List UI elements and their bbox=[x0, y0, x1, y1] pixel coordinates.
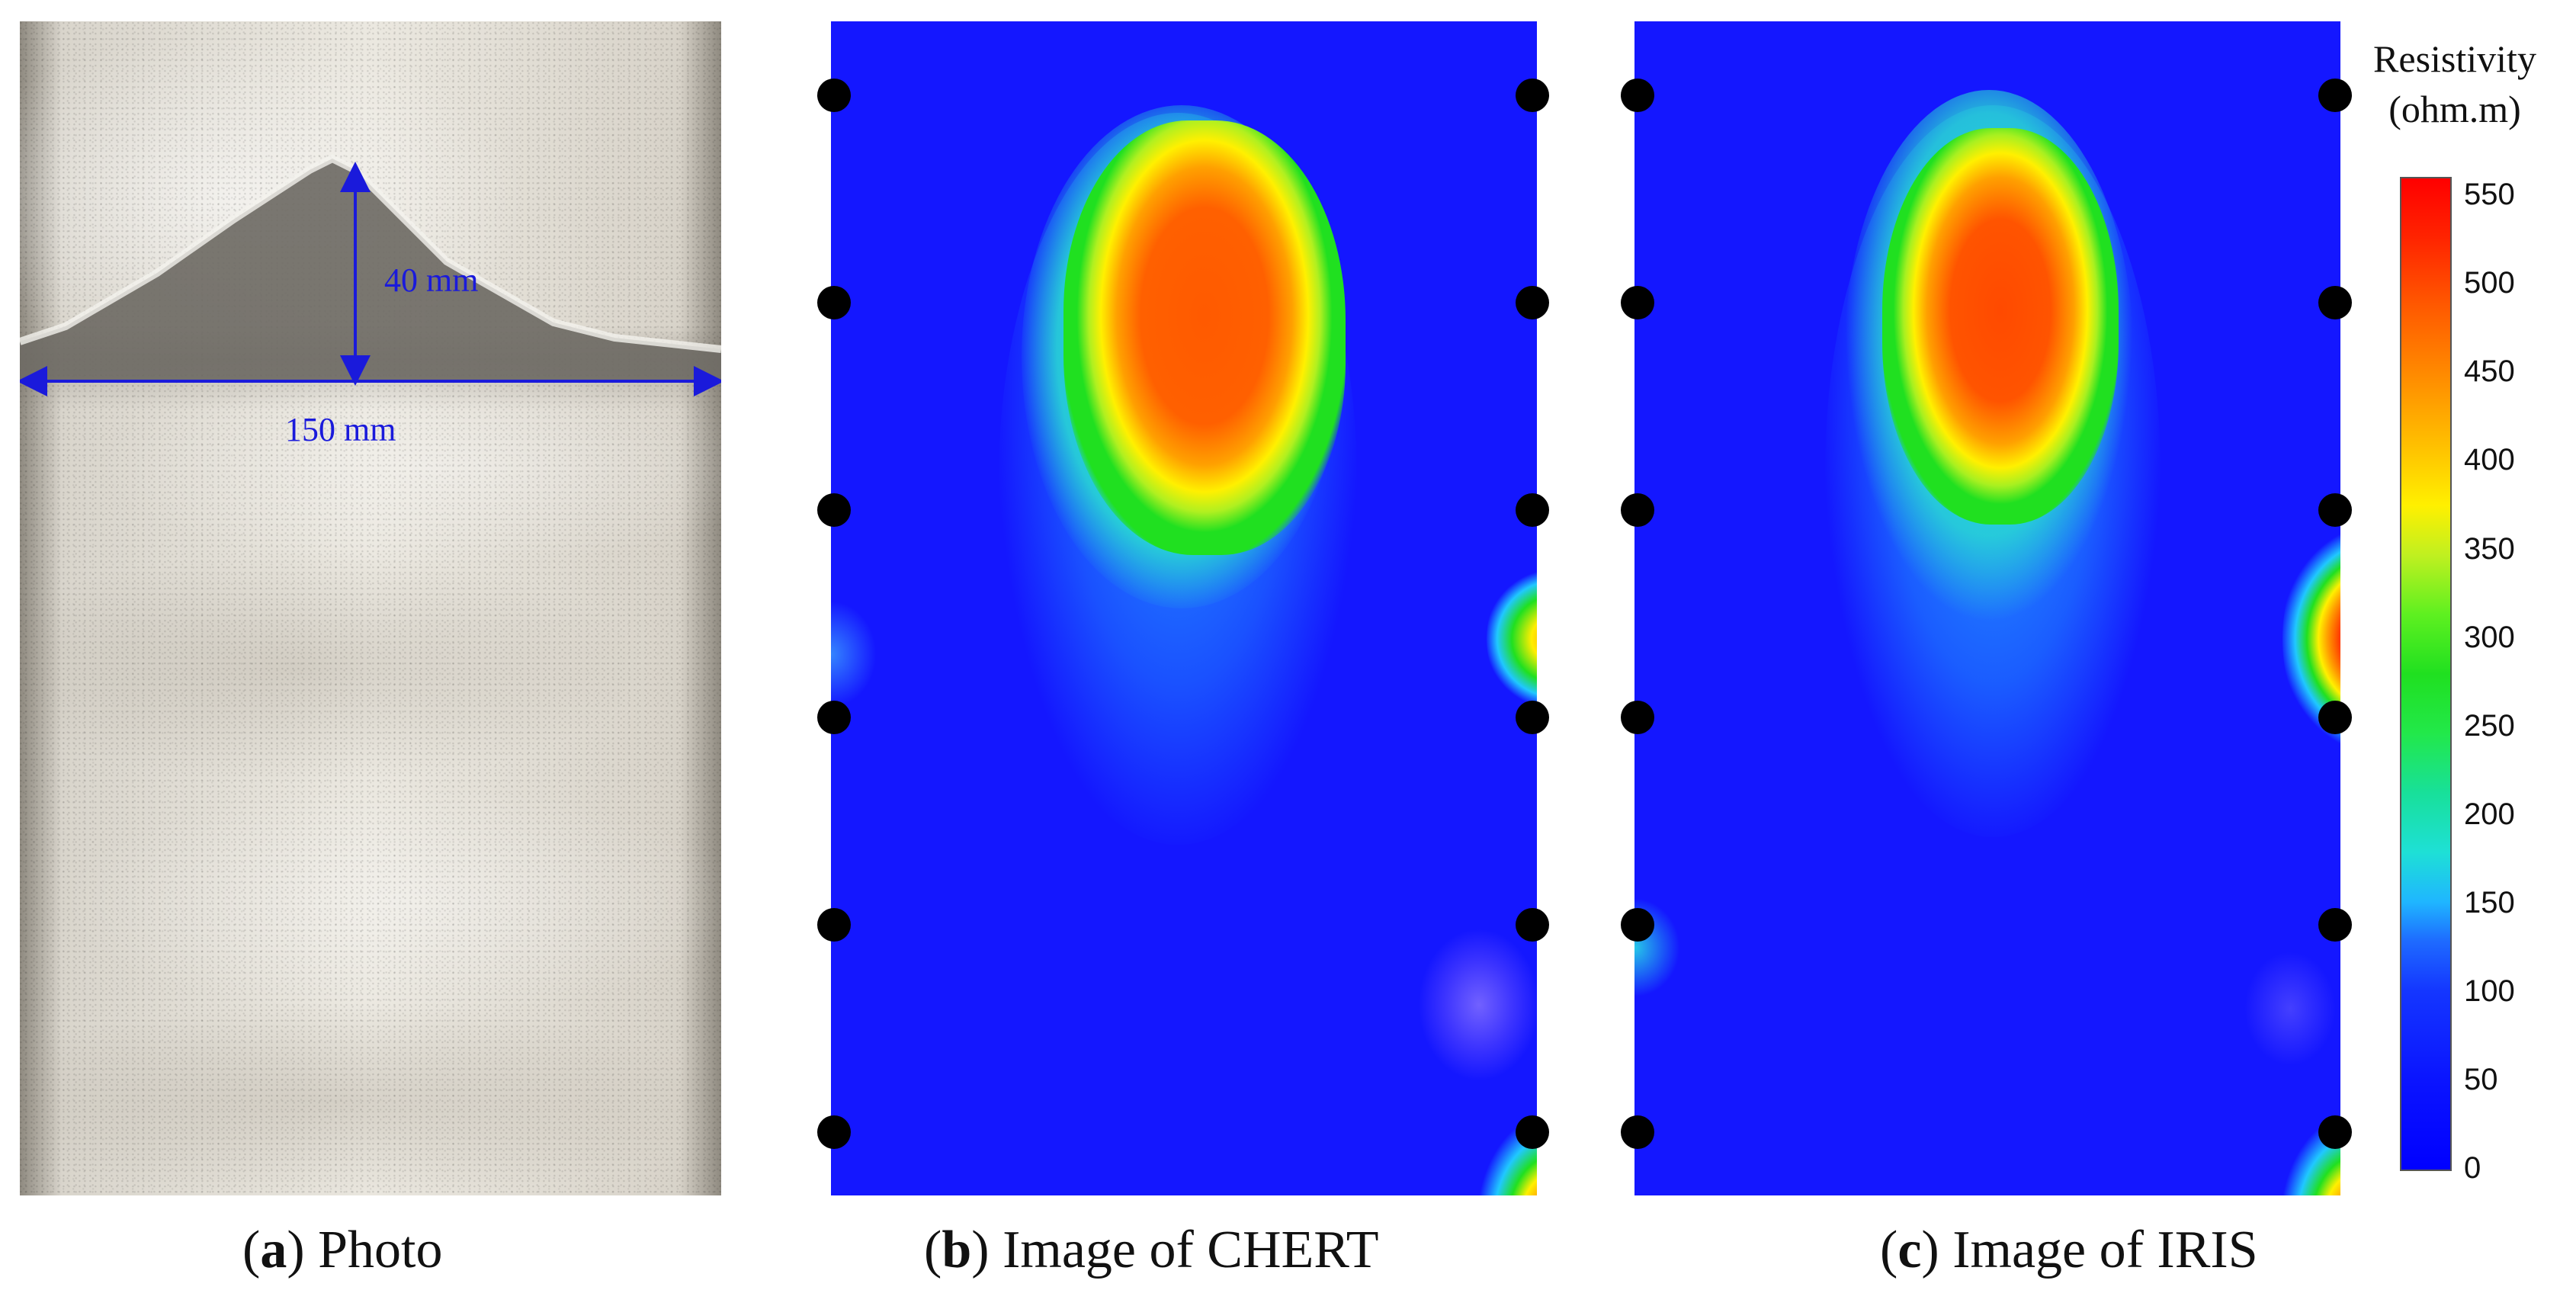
electrode-marker bbox=[1621, 1115, 1654, 1149]
electrode-marker bbox=[2318, 79, 2352, 112]
iris-ring-green bbox=[1882, 128, 2119, 525]
colorbar-tick-label: 150 bbox=[2464, 885, 2515, 919]
caption-iris: (c) Image of IRIS bbox=[1880, 1221, 2258, 1279]
chert-left-patch bbox=[831, 601, 877, 708]
caption-photo-letter: a bbox=[260, 1221, 287, 1279]
electrode-marker bbox=[817, 493, 851, 527]
electrode-marker bbox=[1516, 701, 1549, 734]
caption-photo-text: Photo bbox=[304, 1221, 443, 1279]
colorbar-gradient bbox=[2400, 177, 2452, 1171]
colorbar-title: Resistivity (ohm.m) bbox=[2333, 34, 2576, 134]
colorbar-tick-label: 400 bbox=[2464, 443, 2515, 477]
electrode-marker bbox=[1621, 908, 1654, 942]
height-dimension-label: 40 mm bbox=[384, 262, 479, 299]
electrode-marker bbox=[1516, 286, 1549, 319]
caption-chert-text: Image of CHERT bbox=[989, 1221, 1379, 1279]
caption-iris-letter: c bbox=[1898, 1221, 1922, 1279]
colorbar-tick-label: 50 bbox=[2464, 1062, 2498, 1096]
electrode-marker bbox=[817, 1115, 851, 1149]
colorbar-tick-label: 550 bbox=[2464, 178, 2515, 212]
electrode-marker bbox=[2318, 493, 2352, 527]
electrode-marker bbox=[2318, 1115, 2352, 1149]
caption-photo: (a) Photo bbox=[242, 1221, 443, 1279]
chert-faint-patch bbox=[1418, 929, 1537, 1081]
electrode-marker bbox=[817, 286, 851, 319]
chert-resistivity-map bbox=[831, 21, 1537, 1195]
colorbar-tick-label: 500 bbox=[2464, 266, 2515, 300]
colorbar-tick-label: 100 bbox=[2464, 974, 2515, 1008]
electrode-marker bbox=[817, 701, 851, 734]
electrode-marker bbox=[2318, 908, 2352, 942]
colorbar-title-line1: Resistivity bbox=[2373, 37, 2536, 80]
caption-chert-letter: b bbox=[942, 1221, 972, 1279]
electrode-marker bbox=[1621, 79, 1654, 112]
photo-overlay bbox=[20, 154, 721, 396]
colorbar-tick-label: 300 bbox=[2464, 620, 2515, 654]
electrode-marker bbox=[2318, 286, 2352, 319]
caption-iris-text: Image of IRIS bbox=[1939, 1221, 2258, 1279]
electrode-marker bbox=[1621, 701, 1654, 734]
chert-hotspot-right bbox=[1487, 570, 1537, 708]
width-dimension-label: 150 mm bbox=[285, 411, 396, 448]
electrode-marker bbox=[1621, 493, 1654, 527]
colorbar-title-line2: (ohm.m) bbox=[2388, 88, 2521, 130]
electrode-marker bbox=[1516, 493, 1549, 527]
electrode-marker bbox=[1516, 79, 1549, 112]
colorbar-tick-label: 0 bbox=[2464, 1151, 2481, 1185]
iris-resistivity-map bbox=[1634, 21, 2340, 1195]
colorbar-tick-label: 350 bbox=[2464, 531, 2515, 566]
colorbar-tick-label: 450 bbox=[2464, 355, 2515, 389]
sand-mound bbox=[20, 159, 721, 380]
electrode-marker bbox=[817, 79, 851, 112]
electrode-marker bbox=[1516, 1115, 1549, 1149]
colorbar-tick-label: 200 bbox=[2464, 797, 2515, 831]
photo-panel: 40 mm 150 mm bbox=[20, 21, 721, 1195]
electrode-marker bbox=[1621, 286, 1654, 319]
colorbar-tick-label: 250 bbox=[2464, 708, 2515, 743]
caption-chert: (b) Image of CHERT bbox=[924, 1221, 1379, 1279]
chert-ring-green bbox=[1063, 120, 1346, 555]
electrode-marker bbox=[2318, 701, 2352, 734]
electrode-marker bbox=[817, 908, 851, 942]
electrode-marker bbox=[1516, 908, 1549, 942]
iris-faint-patch bbox=[2244, 951, 2336, 1066]
